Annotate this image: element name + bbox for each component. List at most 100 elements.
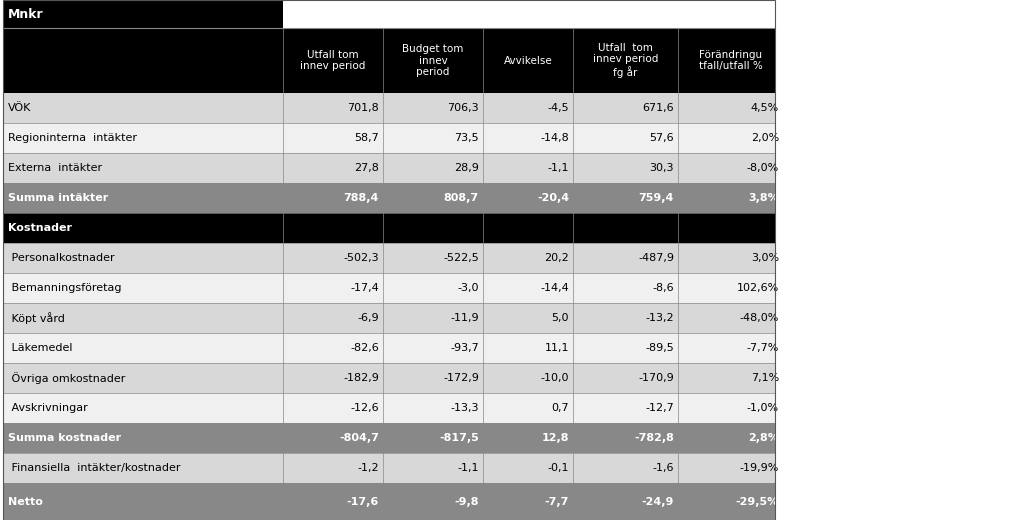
Text: -1,1: -1,1 xyxy=(548,163,569,173)
Text: -48,0%: -48,0% xyxy=(739,313,779,323)
Text: Budget tom
innev
period: Budget tom innev period xyxy=(402,44,464,77)
Text: -12,7: -12,7 xyxy=(645,403,674,413)
Bar xyxy=(3,28,775,93)
Text: 7,1%: 7,1% xyxy=(751,373,779,383)
Text: 3,0%: 3,0% xyxy=(751,253,779,263)
Text: Utfall  tom
innev period
fg år: Utfall tom innev period fg år xyxy=(593,43,658,78)
Text: 2,8%: 2,8% xyxy=(749,433,779,443)
Text: 4,5%: 4,5% xyxy=(751,103,779,113)
Text: VÖK: VÖK xyxy=(8,103,32,113)
Text: -782,8: -782,8 xyxy=(634,433,674,443)
Text: -1,2: -1,2 xyxy=(357,463,379,473)
Bar xyxy=(3,213,775,243)
Text: 5,0: 5,0 xyxy=(552,313,569,323)
Text: Övriga omkostnader: Övriga omkostnader xyxy=(8,372,125,384)
Text: -172,9: -172,9 xyxy=(443,373,479,383)
Text: 3,8%: 3,8% xyxy=(749,193,779,203)
Text: -3,0: -3,0 xyxy=(458,283,479,293)
Bar xyxy=(3,303,775,333)
Bar xyxy=(3,483,775,520)
Text: -8,6: -8,6 xyxy=(652,283,674,293)
Text: Summa kostnader: Summa kostnader xyxy=(8,433,121,443)
Text: Förändringu
tfall/utfall %: Förändringu tfall/utfall % xyxy=(698,50,763,71)
Text: -502,3: -502,3 xyxy=(343,253,379,263)
Bar xyxy=(3,153,775,183)
Text: -13,3: -13,3 xyxy=(451,403,479,413)
Bar xyxy=(3,93,775,123)
Bar xyxy=(3,183,775,213)
Text: -14,8: -14,8 xyxy=(541,133,569,143)
Text: -1,6: -1,6 xyxy=(652,463,674,473)
Text: -29,5%: -29,5% xyxy=(736,497,779,507)
Text: 2,0%: 2,0% xyxy=(751,133,779,143)
Bar xyxy=(3,363,775,393)
Text: Kostnader: Kostnader xyxy=(8,223,72,233)
Text: Summa intäkter: Summa intäkter xyxy=(8,193,109,203)
Text: 759,4: 759,4 xyxy=(639,193,674,203)
Text: Köpt vård: Köpt vård xyxy=(8,312,65,324)
Text: -7,7%: -7,7% xyxy=(746,343,779,353)
Text: -182,9: -182,9 xyxy=(343,373,379,383)
Text: 12,8: 12,8 xyxy=(542,433,569,443)
Text: 11,1: 11,1 xyxy=(545,343,569,353)
Text: 788,4: 788,4 xyxy=(344,193,379,203)
Text: 27,8: 27,8 xyxy=(354,163,379,173)
Text: 102,6%: 102,6% xyxy=(736,283,779,293)
Text: 73,5: 73,5 xyxy=(455,133,479,143)
Text: -11,9: -11,9 xyxy=(451,313,479,323)
Text: Bemanningsföretag: Bemanningsföretag xyxy=(8,283,122,293)
Text: 58,7: 58,7 xyxy=(354,133,379,143)
Text: -6,9: -6,9 xyxy=(357,313,379,323)
Text: 701,8: 701,8 xyxy=(347,103,379,113)
Text: -817,5: -817,5 xyxy=(439,433,479,443)
Text: Personalkostnader: Personalkostnader xyxy=(8,253,115,263)
Text: 20,2: 20,2 xyxy=(544,253,569,263)
Text: -10,0: -10,0 xyxy=(541,373,569,383)
Text: -4,5: -4,5 xyxy=(548,103,569,113)
Bar xyxy=(3,0,775,520)
Text: -1,0%: -1,0% xyxy=(746,403,779,413)
Text: 0,7: 0,7 xyxy=(551,403,569,413)
Text: -13,2: -13,2 xyxy=(645,313,674,323)
Text: -12,6: -12,6 xyxy=(350,403,379,413)
Text: -24,9: -24,9 xyxy=(642,497,674,507)
Bar xyxy=(283,0,775,28)
Text: -0,1: -0,1 xyxy=(548,463,569,473)
Bar xyxy=(3,0,283,28)
Bar xyxy=(3,393,775,423)
Bar xyxy=(3,333,775,363)
Text: -9,8: -9,8 xyxy=(455,497,479,507)
Text: 57,6: 57,6 xyxy=(649,133,674,143)
Text: 30,3: 30,3 xyxy=(649,163,674,173)
Text: -170,9: -170,9 xyxy=(638,373,674,383)
Text: Regioninterna  intäkter: Regioninterna intäkter xyxy=(8,133,137,143)
Text: 808,7: 808,7 xyxy=(443,193,479,203)
Text: Externa  intäkter: Externa intäkter xyxy=(8,163,102,173)
Text: 671,6: 671,6 xyxy=(642,103,674,113)
Text: -7,7: -7,7 xyxy=(545,497,569,507)
Text: -8,0%: -8,0% xyxy=(746,163,779,173)
Text: Avskrivningar: Avskrivningar xyxy=(8,403,88,413)
Bar xyxy=(3,423,775,453)
Text: Utfall tom
innev period: Utfall tom innev period xyxy=(300,50,366,71)
Text: Finansiella  intäkter/kostnader: Finansiella intäkter/kostnader xyxy=(8,463,180,473)
Text: -19,9%: -19,9% xyxy=(739,463,779,473)
Text: 28,9: 28,9 xyxy=(454,163,479,173)
Text: Läkemedel: Läkemedel xyxy=(8,343,73,353)
Bar xyxy=(3,453,775,483)
Text: -14,4: -14,4 xyxy=(541,283,569,293)
Text: Mnkr: Mnkr xyxy=(8,7,44,20)
Text: -17,6: -17,6 xyxy=(347,497,379,507)
Text: -82,6: -82,6 xyxy=(350,343,379,353)
Text: 706,3: 706,3 xyxy=(447,103,479,113)
Text: -93,7: -93,7 xyxy=(451,343,479,353)
Text: -1,1: -1,1 xyxy=(458,463,479,473)
Text: -20,4: -20,4 xyxy=(537,193,569,203)
Bar xyxy=(3,243,775,273)
Bar xyxy=(3,123,775,153)
Bar xyxy=(3,273,775,303)
Text: Netto: Netto xyxy=(8,497,43,507)
Text: -17,4: -17,4 xyxy=(350,283,379,293)
Text: -804,7: -804,7 xyxy=(339,433,379,443)
Text: -89,5: -89,5 xyxy=(645,343,674,353)
